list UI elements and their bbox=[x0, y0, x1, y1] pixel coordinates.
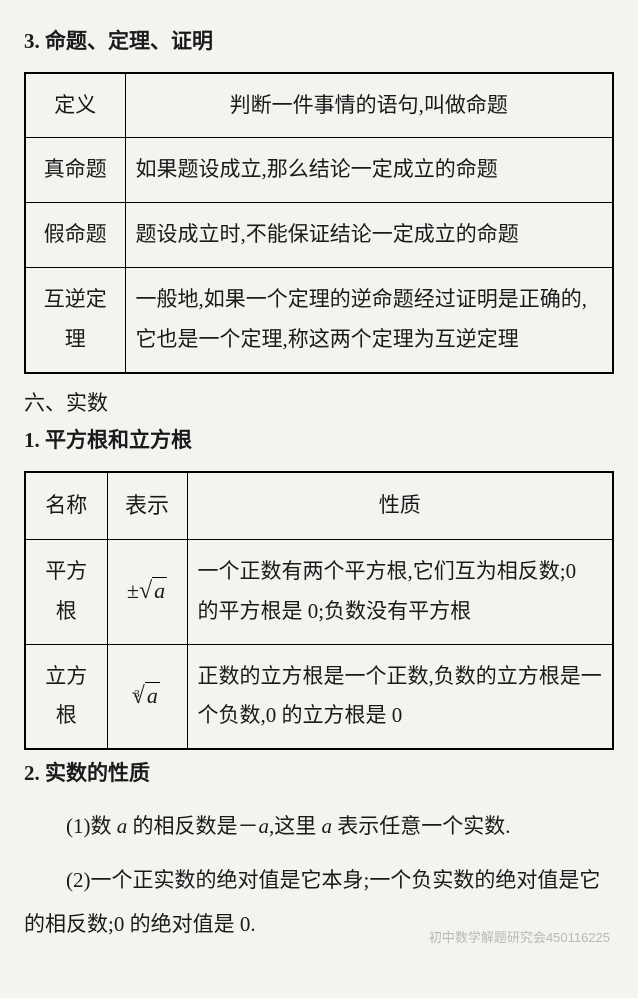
def-cell: 判断一件事情的语句,叫做命题 bbox=[125, 73, 613, 138]
term-cell: 互逆定理 bbox=[25, 268, 125, 373]
name-cell: 立方根 bbox=[25, 644, 107, 749]
paragraph-1: (1)数 a 的相反数是－a,这里 a 表示任意一个实数. bbox=[24, 804, 614, 848]
table-row: 互逆定理 一般地,如果一个定理的逆命题经过证明是正确的,它也是一个定理,称这两个… bbox=[25, 268, 613, 373]
col-header: 表示 bbox=[107, 472, 187, 539]
table-propositions: 定义 判断一件事情的语句,叫做命题 真命题 如果题设成立,那么结论一定成立的命题… bbox=[24, 72, 614, 374]
prop-cell: 正数的立方根是一个正数,负数的立方根是一个负数,0 的立方根是 0 bbox=[187, 644, 613, 749]
watermark-text: 初中数学解题研究会450116225 bbox=[24, 928, 610, 948]
section-real-numbers: 六、实数 bbox=[24, 388, 614, 420]
notation-cell: ±√a bbox=[107, 539, 187, 644]
prop-cell: 一个正数有两个平方根,它们互为相反数;0 的平方根是 0;负数没有平方根 bbox=[187, 539, 613, 644]
name-cell: 平方根 bbox=[25, 539, 107, 644]
term-cell: 真命题 bbox=[25, 138, 125, 203]
def-cell: 一般地,如果一个定理的逆命题经过证明是正确的,它也是一个定理,称这两个定理为互逆… bbox=[125, 268, 613, 373]
table-roots: 名称 表示 性质 平方根 ±√a 一个正数有两个平方根,它们互为相反数;0 的平… bbox=[24, 471, 614, 750]
table-row: 定义 判断一件事情的语句,叫做命题 bbox=[25, 73, 613, 138]
notation-cell: 3√a bbox=[107, 644, 187, 749]
heading-real-properties: 2. 实数的性质 bbox=[24, 758, 614, 790]
term-cell: 定义 bbox=[25, 73, 125, 138]
table-row: 立方根 3√a 正数的立方根是一个正数,负数的立方根是一个负数,0 的立方根是 … bbox=[25, 644, 613, 749]
table-row: 名称 表示 性质 bbox=[25, 472, 613, 539]
heading-roots: 1. 平方根和立方根 bbox=[24, 425, 614, 457]
table-row: 平方根 ±√a 一个正数有两个平方根,它们互为相反数;0 的平方根是 0;负数没… bbox=[25, 539, 613, 644]
def-cell: 题设成立时,不能保证结论一定成立的命题 bbox=[125, 203, 613, 268]
term-cell: 假命题 bbox=[25, 203, 125, 268]
heading-propositions: 3. 命题、定理、证明 bbox=[24, 26, 614, 58]
table-row: 真命题 如果题设成立,那么结论一定成立的命题 bbox=[25, 138, 613, 203]
def-cell: 如果题设成立,那么结论一定成立的命题 bbox=[125, 138, 613, 203]
col-header: 名称 bbox=[25, 472, 107, 539]
col-header: 性质 bbox=[187, 472, 613, 539]
table-row: 假命题 题设成立时,不能保证结论一定成立的命题 bbox=[25, 203, 613, 268]
